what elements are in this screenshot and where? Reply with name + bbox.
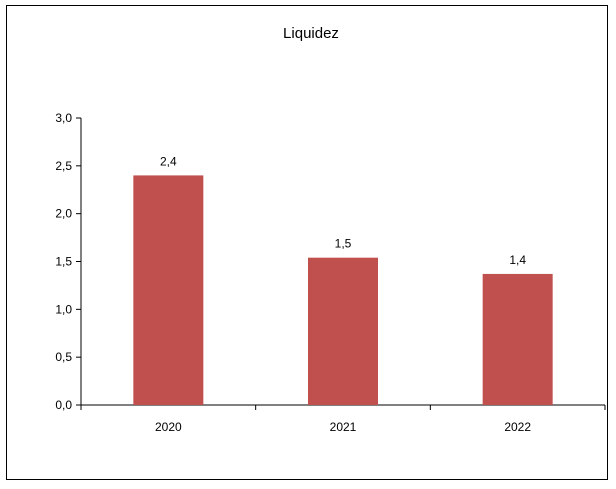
y-tick-label: 2,0 [55,207,72,221]
chart-title: Liquidez [283,25,339,42]
data-label-2022: 1,4 [509,253,526,267]
y-axis-ticks: 0,0 0,5 1,0 1,5 2,0 2,5 3,0 [55,111,81,412]
y-tick-label: 1,5 [55,255,72,269]
data-labels: 2,4 1,5 1,4 [160,154,526,267]
y-tick-label: 2,5 [55,159,72,173]
category-label-2020: 2020 [155,420,182,434]
data-label-2020: 2,4 [160,154,177,168]
category-label-2021: 2021 [330,420,357,434]
bar-2021 [308,257,378,405]
bars [133,175,553,405]
y-tick-label: 0,0 [55,398,72,412]
category-label-2022: 2022 [504,420,531,434]
y-tick-label: 3,0 [55,111,72,125]
y-tick-label: 0,5 [55,350,72,364]
bar-2022 [482,273,553,405]
y-tick-label: 1,0 [55,302,72,316]
category-labels: 2020 2021 2022 [155,420,531,434]
x-axis-ticks [80,405,606,410]
data-label-2021: 1,5 [335,237,352,251]
bar-2020 [133,175,204,405]
